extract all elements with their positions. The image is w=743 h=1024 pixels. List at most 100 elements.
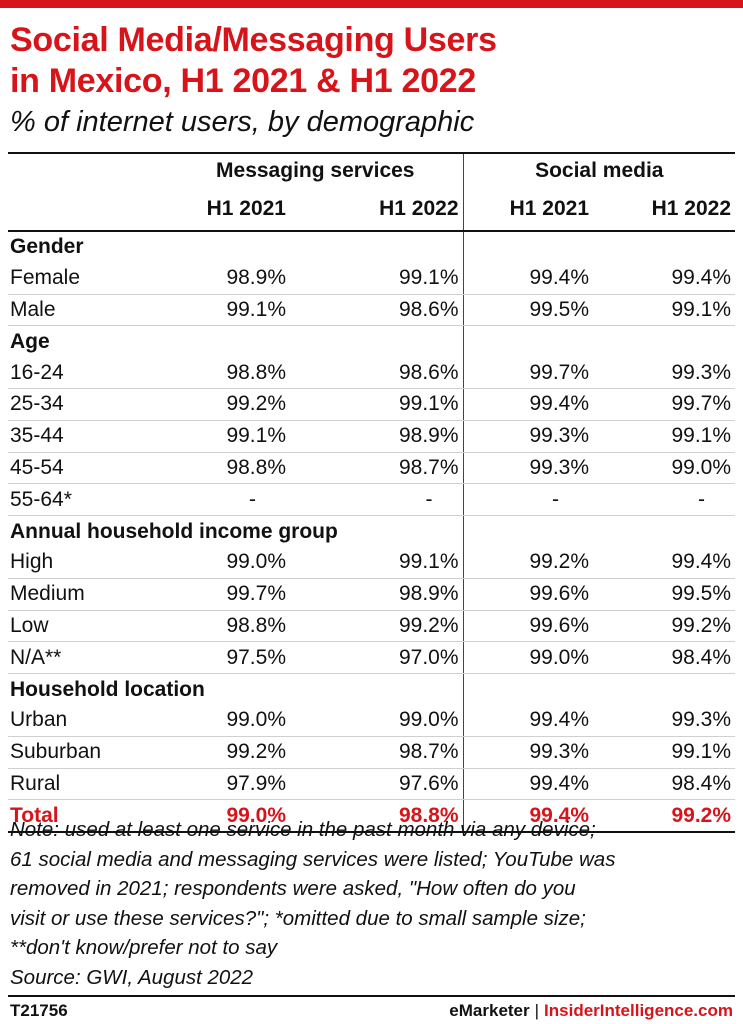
note-line: Note: used at least one service in the p… — [10, 818, 596, 841]
value-cell: 99.1% — [286, 388, 464, 421]
row-label: Rural — [8, 768, 168, 801]
empty-cell — [286, 515, 464, 547]
value-cell: 98.8% — [168, 452, 286, 485]
value-cell: 99.3% — [463, 420, 590, 453]
data-table-body: Messaging services Social media H1 2021 … — [8, 153, 736, 834]
row-label: 45-54 — [8, 452, 168, 485]
empty-cell — [463, 231, 589, 263]
empty-cell — [463, 516, 589, 547]
section-row: Age — [8, 325, 735, 358]
table-row: N/A** 97.5% 97.0% 99.0% 98.4% — [8, 641, 736, 675]
value-cell: 99.4% — [589, 546, 736, 579]
value-cell: 99.1% — [168, 294, 286, 327]
brand-emarketer: eMarketer — [449, 1001, 530, 1020]
value-cell: 98.4% — [589, 768, 736, 801]
value-cell: 98.4% — [589, 641, 736, 675]
value-cell: 98.8% — [286, 799, 464, 834]
empty-cell — [286, 325, 464, 358]
header-blank-cell — [8, 188, 168, 231]
value-cell: - — [286, 483, 464, 517]
value-cell: 99.2% — [589, 799, 736, 834]
value-cell: 99.4% — [463, 704, 590, 737]
row-label: Medium — [8, 578, 168, 611]
section-label: Gender — [10, 235, 84, 259]
empty-cell — [286, 673, 464, 705]
value-cell: 99.4% — [463, 262, 590, 295]
period-header-messaging-2022: H1 2022 — [286, 188, 464, 231]
section-row: Annual household income group — [8, 515, 735, 547]
table-row: 25-34 99.2% 99.1% 99.4% 99.7% — [8, 388, 736, 421]
chart-subtitle: % of internet users, by demographic — [10, 106, 475, 138]
table-row: Female 98.9% 99.1% 99.4% 99.4% — [8, 262, 736, 295]
column-group-social-media: Social media — [535, 159, 664, 182]
value-cell: 97.9% — [168, 768, 286, 801]
row-label: 55-64* — [8, 483, 168, 517]
empty-cell — [589, 231, 735, 263]
value-cell: 98.8% — [168, 610, 286, 643]
section-label: Household location — [10, 677, 205, 701]
value-cell: 99.4% — [589, 262, 736, 295]
total-row: Total 99.0% 98.8% 99.4% 99.2% — [8, 799, 736, 834]
section-label: Annual household income group — [10, 519, 338, 543]
table-row: 35-44 99.1% 98.9% 99.3% 99.1% — [8, 420, 736, 453]
value-cell: 99.3% — [589, 357, 736, 389]
period-header-messaging-2021: H1 2021 — [206, 197, 286, 220]
value-cell: 99.6% — [463, 578, 590, 611]
chart-title: Social Media/Messaging Users in Mexico, … — [10, 20, 730, 102]
value-cell: 99.1% — [286, 546, 464, 579]
section-row: Gender — [8, 231, 735, 263]
chart-title-line-1: Social Media/Messaging Users — [10, 21, 497, 59]
value-cell: 98.9% — [286, 578, 464, 611]
value-cell: 99.3% — [463, 736, 590, 769]
column-group-header-row: Messaging services Social media — [8, 153, 736, 188]
row-label: Suburban — [8, 736, 168, 769]
footer-brand: eMarketer | InsiderIntelligence.com — [449, 1000, 733, 1022]
row-label: N/A** — [8, 641, 168, 675]
value-cell: 99.2% — [168, 736, 286, 769]
column-group-messaging: Messaging services — [168, 153, 464, 188]
table-row: 55-64* - - - - — [8, 483, 736, 517]
value-cell: 99.2% — [463, 546, 590, 579]
value-cell: - — [168, 483, 286, 517]
value-cell: - — [589, 483, 736, 517]
value-cell: - — [463, 483, 590, 517]
value-cell: 99.4% — [463, 388, 590, 421]
top-accent-bar — [0, 0, 743, 8]
brand-separator: | — [534, 1001, 540, 1020]
row-label: Female — [8, 262, 168, 295]
empty-cell — [168, 231, 286, 263]
value-cell: 99.1% — [286, 262, 464, 295]
value-cell: 99.1% — [589, 736, 736, 769]
value-cell: 98.6% — [286, 357, 464, 389]
value-cell: 99.7% — [463, 357, 590, 389]
row-label: Male — [8, 294, 168, 327]
brand-insiderintelligence: InsiderIntelligence.com — [544, 1001, 733, 1020]
row-label: 16-24 — [8, 357, 168, 389]
note-line: visit or use these services?"; *omitted … — [10, 906, 586, 930]
value-cell: 99.1% — [168, 420, 286, 453]
table-row: Low 98.8% 99.2% 99.6% 99.2% — [8, 610, 736, 643]
header-blank-cell — [8, 153, 168, 188]
value-cell: 99.3% — [463, 452, 590, 485]
value-cell: 99.0% — [168, 704, 286, 737]
total-label: Total — [8, 799, 168, 834]
table-row: 45-54 98.8% 98.7% 99.3% 99.0% — [8, 452, 736, 485]
value-cell: 99.6% — [463, 610, 590, 643]
table-row: Male 99.1% 98.6% 99.5% 99.1% — [8, 294, 736, 327]
section-row: Household location — [8, 673, 735, 705]
value-cell: 98.6% — [286, 294, 464, 327]
empty-cell — [463, 674, 589, 705]
value-cell: 97.6% — [286, 768, 464, 801]
empty-cell — [168, 326, 286, 357]
period-header-row: H1 2021 H1 2022 H1 2021 H1 2022 — [8, 188, 736, 231]
value-cell: 99.1% — [589, 294, 736, 327]
empty-cell — [286, 231, 464, 263]
source-line: Source: GWI, August 2022 — [10, 965, 254, 989]
note-line: **don't know/prefer not to say — [10, 936, 278, 960]
row-label: 25-34 — [8, 388, 168, 421]
value-cell: 99.2% — [286, 610, 464, 643]
row-label: 35-44 — [8, 420, 168, 453]
value-cell: 99.1% — [589, 420, 736, 453]
empty-cell — [463, 326, 589, 357]
value-cell: 98.9% — [286, 420, 464, 453]
